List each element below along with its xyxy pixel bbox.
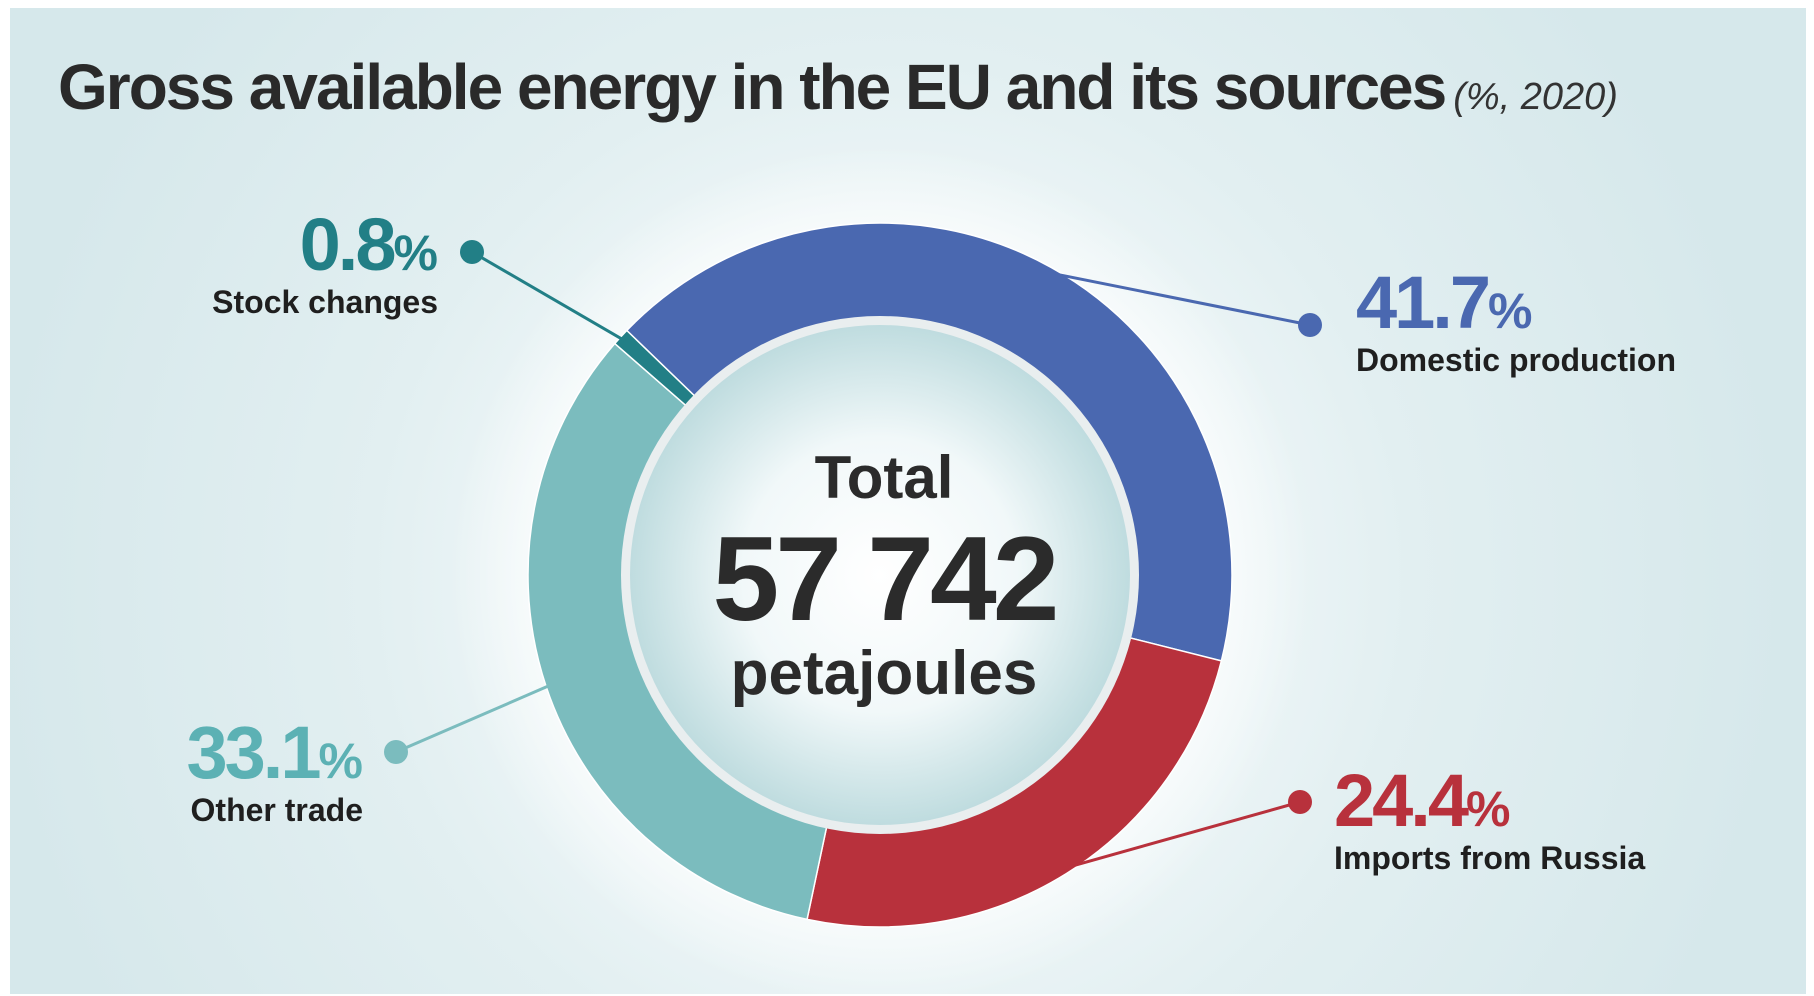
slice-label-domestic-production: Domestic production — [1356, 342, 1677, 378]
slice-value-stock-changes: 0.8 — [299, 203, 397, 286]
label-stock-changes: 0.8% Stock changes — [212, 203, 438, 320]
chart-subtitle: (%, 2020) — [1453, 76, 1618, 118]
donut-center-disc — [630, 325, 1130, 825]
slice-value-domestic-production: 41.7 — [1356, 261, 1491, 344]
slice-label-other-trade: Other trade — [190, 792, 363, 828]
leader-dot-other-trade — [384, 740, 408, 764]
leader-line-stock-changes — [471, 250, 626, 343]
chart-title: Gross available energy in the EU and its… — [58, 51, 1618, 123]
leader-line-other-trade — [395, 683, 553, 754]
slice-value-imports-from-russia: 24.4 — [1334, 759, 1469, 842]
slice-label-stock-changes: Stock changes — [212, 284, 438, 320]
slice-label-imports-from-russia: Imports from Russia — [1334, 840, 1646, 876]
leader-dot-imports-from-russia — [1288, 790, 1312, 814]
leader-line-imports-from-russia — [1062, 800, 1301, 870]
center-total-unit: petajoules — [731, 639, 1038, 708]
leader-dot-stock-changes — [460, 240, 484, 264]
leader-line-domestic-production — [1047, 271, 1311, 327]
label-domestic-production: 41.7% Domestic production — [1356, 261, 1677, 378]
label-other-trade: 33.1% Other trade — [186, 711, 364, 828]
slice-value-other-trade: 33.1 — [186, 711, 322, 794]
leader-dot-domestic-production — [1298, 313, 1322, 337]
label-imports-from-russia: 24.4% Imports from Russia — [1334, 759, 1646, 876]
leader-lines — [384, 240, 1322, 870]
center-total-label: Total — [815, 444, 954, 511]
center-total-value: 57 742 — [712, 512, 1055, 646]
